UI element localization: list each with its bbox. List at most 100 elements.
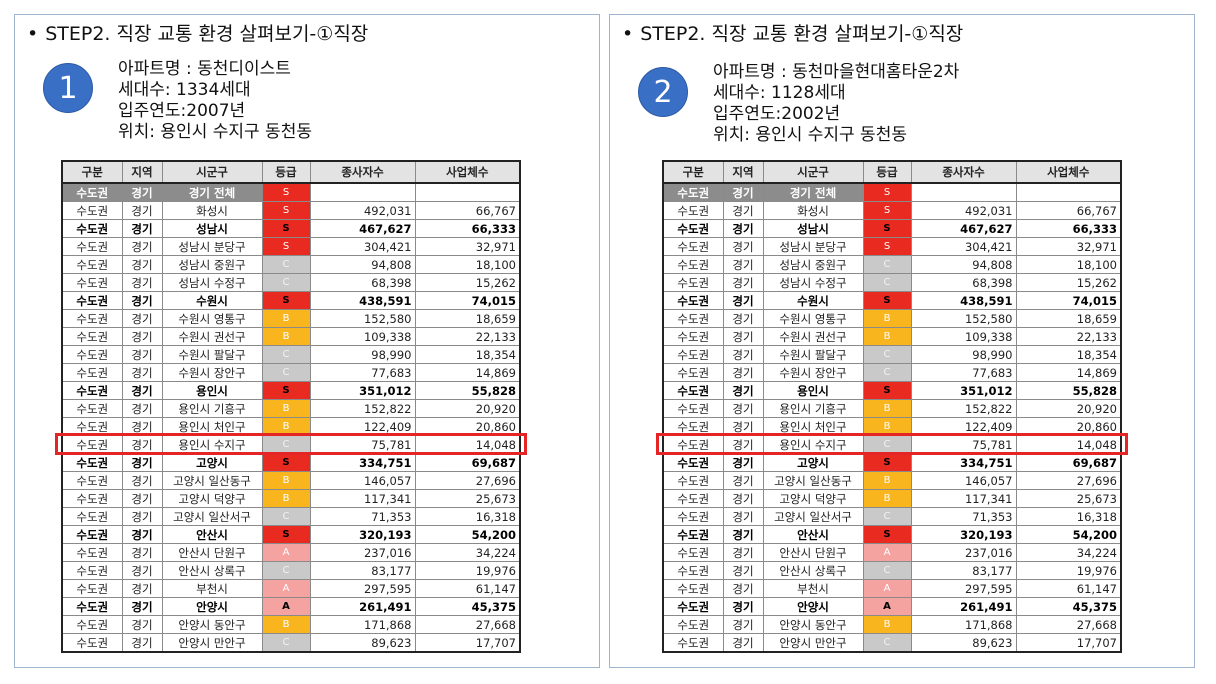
workers-cell: 83,177 [309, 561, 416, 580]
grade-cell: B [261, 399, 311, 418]
area-cell: 경기 [121, 309, 163, 328]
city-cell: 수원시 장안구 [161, 363, 263, 382]
region-cell: 수도권 [61, 273, 123, 292]
table-row: 수도권 경기 성남시 분당구 S 304,421 32,971 [662, 237, 1122, 256]
grade-cell: B [261, 417, 311, 436]
workers-cell: 152,822 [910, 399, 1017, 418]
area-cell: 경기 [121, 291, 163, 310]
table-row: 수도권 경기 수원시 S 438,591 74,015 [662, 291, 1122, 310]
workers-cell: 89,623 [910, 633, 1017, 653]
slide-heading: • STEP2. 직장 교통 환경 살펴보기-①직장 [622, 19, 963, 46]
businesses-cell: 18,354 [414, 345, 521, 364]
grade-cell: C [862, 507, 912, 526]
region-cell: 수도권 [61, 182, 123, 202]
region-cell: 수도권 [662, 471, 724, 490]
column-header: 구분 [662, 160, 724, 184]
city-cell: 성남시 중원구 [762, 255, 864, 274]
apartment-info: 아파트명 : 동천마을현대홈타운2차 세대수: 1128세대 입주연도:2002… [713, 62, 959, 146]
region-cell: 수도권 [61, 489, 123, 508]
city-cell: 성남시 분당구 [762, 237, 864, 256]
grade-cell: A [862, 597, 912, 616]
table-row: 수도권 경기 화성시 S 492,031 66,767 [662, 201, 1122, 220]
number-badge: 1 [43, 63, 93, 113]
area-cell: 경기 [121, 561, 163, 580]
workers-cell: 334,751 [309, 453, 416, 472]
region-cell: 수도권 [662, 381, 724, 400]
region-cell: 수도권 [61, 633, 123, 653]
businesses-cell: 14,869 [414, 363, 521, 382]
area-cell: 경기 [121, 525, 163, 544]
city-cell: 부천시 [762, 579, 864, 598]
city-cell: 성남시 수정구 [762, 273, 864, 292]
column-header: 시군구 [161, 160, 263, 184]
businesses-cell: 22,133 [414, 327, 521, 346]
region-cell: 수도권 [662, 255, 724, 274]
table-row: 수도권 경기 안양시 A 261,491 45,375 [662, 597, 1122, 616]
businesses-cell: 69,687 [414, 453, 521, 472]
workers-cell [309, 182, 416, 202]
table-row: 수도권 경기 고양시 덕양구 B 117,341 25,673 [662, 489, 1122, 508]
businesses-cell: 18,659 [414, 309, 521, 328]
region-cell: 수도권 [662, 525, 724, 544]
workers-cell: 122,409 [910, 417, 1017, 436]
apartment-info: 아파트명 : 동천디이스트 세대수: 1334세대 입주연도:2007년 위치:… [118, 59, 312, 143]
workers-cell: 75,781 [309, 435, 416, 454]
area-cell: 경기 [121, 615, 163, 634]
workers-cell: 68,398 [910, 273, 1017, 292]
region-cell: 수도권 [662, 615, 724, 634]
area-cell: 경기 [722, 255, 764, 274]
region-cell: 수도권 [662, 399, 724, 418]
slide-heading: • STEP2. 직장 교통 환경 살펴보기-①직장 [27, 19, 368, 46]
workers-cell: 320,193 [309, 525, 416, 544]
panel-apartment-2: • STEP2. 직장 교통 환경 살펴보기-①직장 2 아파트명 : 동천마을현… [609, 14, 1195, 668]
workers-cell: 334,751 [910, 453, 1017, 472]
region-cell: 수도권 [662, 543, 724, 562]
bullet: • [27, 23, 39, 45]
area-cell: 경기 [121, 363, 163, 382]
region-cell: 수도권 [662, 201, 724, 220]
grade-cell: A [862, 579, 912, 598]
businesses-cell: 66,333 [414, 219, 521, 238]
table-row: 수도권 경기 수원시 영통구 B 152,580 18,659 [662, 309, 1122, 328]
column-header: 종사자수 [910, 160, 1017, 184]
employment-table-wrap: 구분 지역 시군구 등급 종사자수 사업체수 수도권 경기 경기 전체 S 수도권 경기 화성시 S 492… [656, 160, 1128, 653]
region-cell: 수도권 [662, 273, 724, 292]
grade-cell: B [862, 327, 912, 346]
region-cell: 수도권 [61, 201, 123, 220]
city-cell: 성남시 [161, 219, 263, 238]
city-cell: 용인시 [161, 381, 263, 400]
table-row: 수도권 경기 안양시 A 261,491 45,375 [61, 597, 521, 616]
table-row: 수도권 경기 성남시 중원구 C 94,808 18,100 [662, 255, 1122, 274]
grade-cell: S [261, 291, 311, 310]
column-header: 지역 [121, 160, 163, 184]
area-cell: 경기 [121, 633, 163, 653]
grade-cell: C [261, 507, 311, 526]
area-cell: 경기 [722, 633, 764, 653]
area-cell: 경기 [722, 525, 764, 544]
region-cell: 수도권 [61, 453, 123, 472]
table-row: 수도권 경기 용인시 처인구 B 122,409 20,860 [662, 417, 1122, 436]
grade-cell: A [261, 597, 311, 616]
workers-cell: 438,591 [910, 291, 1017, 310]
city-cell: 안산시 상록구 [161, 561, 263, 580]
businesses-cell: 27,668 [1015, 615, 1122, 634]
area-cell: 경기 [722, 182, 764, 202]
grade-cell: B [261, 327, 311, 346]
grade-cell: B [862, 471, 912, 490]
businesses-cell: 34,224 [1015, 543, 1122, 562]
businesses-cell: 55,828 [414, 381, 521, 400]
region-cell: 수도권 [662, 633, 724, 653]
table-row: 수도권 경기 수원시 팔달구 C 98,990 18,354 [662, 345, 1122, 364]
grade-cell: C [261, 561, 311, 580]
table-row: 수도권 경기 고양시 일산서구 C 71,353 16,318 [61, 507, 521, 526]
area-cell: 경기 [722, 471, 764, 490]
table-row: 수도권 경기 용인시 수지구 C 75,781 14,048 [61, 435, 521, 454]
region-cell: 수도권 [61, 399, 123, 418]
city-cell: 성남시 분당구 [161, 237, 263, 256]
area-cell: 경기 [121, 219, 163, 238]
workers-cell: 146,057 [910, 471, 1017, 490]
region-cell: 수도권 [662, 597, 724, 616]
apartment-name: 아파트명 : 동천디이스트 [118, 59, 291, 79]
grade-cell: A [261, 543, 311, 562]
panel-apartment-1: • STEP2. 직장 교통 환경 살펴보기-①직장 1 아파트명 : 동천디이스… [14, 14, 600, 668]
